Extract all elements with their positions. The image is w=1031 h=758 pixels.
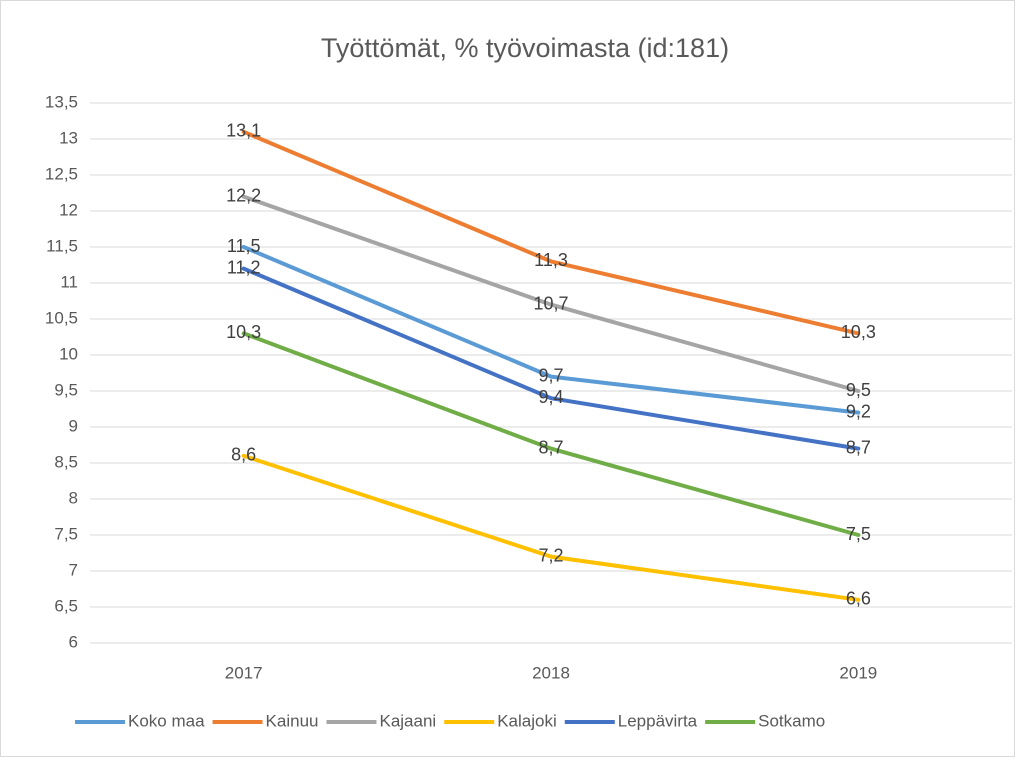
y-tick-label: 8,5	[54, 452, 78, 471]
data-label: 8,7	[538, 437, 563, 457]
series-line	[241, 266, 861, 451]
y-tick-label: 12,5	[45, 164, 78, 183]
x-tick-label: 2017	[225, 663, 263, 682]
legend-label: Kajaani	[379, 711, 436, 730]
data-label: 8,6	[231, 445, 256, 465]
y-tick-label: 8	[69, 488, 78, 507]
y-tick-label: 7,5	[54, 524, 78, 543]
series-line	[241, 129, 861, 336]
series-line	[241, 331, 861, 537]
y-tick-label: 11,5	[46, 236, 78, 255]
x-tick-label: 2019	[839, 663, 877, 682]
data-label: 13,1	[226, 121, 261, 141]
y-tick-label: 11	[60, 272, 78, 291]
series-line	[241, 453, 861, 602]
legend-label: Leppävirta	[618, 711, 698, 730]
legend-label: Kalajoki	[497, 711, 557, 730]
y-tick-label: 10,5	[45, 308, 78, 327]
y-tick-label: 10	[59, 344, 78, 363]
data-label: 12,2	[226, 185, 261, 205]
data-label: 9,7	[538, 365, 563, 385]
data-label: 10,3	[841, 322, 876, 342]
legend-label: Sotkamo	[758, 711, 825, 730]
data-label: 9,4	[538, 387, 563, 407]
data-label: 9,2	[846, 401, 871, 421]
legend-label: Koko maa	[128, 711, 205, 730]
x-tick-label: 2018	[532, 663, 570, 682]
data-label: 7,2	[538, 545, 563, 565]
data-label: 11,2	[227, 257, 261, 277]
y-tick-label: 6,5	[54, 596, 78, 615]
data-label: 8,7	[846, 437, 871, 457]
y-tick-label: 7	[69, 560, 78, 579]
y-tick-label: 13	[59, 128, 78, 147]
data-label: 10,7	[533, 293, 568, 313]
data-label: 7,5	[846, 524, 871, 544]
data-label: 11,5	[227, 236, 261, 256]
data-label: 9,5	[846, 380, 871, 400]
legend-label: Kainuu	[266, 711, 319, 730]
data-label: 6,6	[846, 589, 871, 609]
series-line	[241, 245, 861, 415]
series-line	[241, 194, 861, 393]
y-tick-label: 9,5	[54, 380, 78, 399]
y-tick-label: 12	[59, 200, 78, 219]
data-label: 10,3	[226, 322, 261, 342]
chart-title: Työttömät, % työvoimasta (id:181)	[321, 33, 729, 63]
y-tick-label: 6	[69, 632, 78, 651]
y-tick-label: 13,5	[45, 92, 78, 111]
data-label: 11,3	[534, 250, 568, 270]
y-tick-label: 9	[69, 416, 78, 435]
